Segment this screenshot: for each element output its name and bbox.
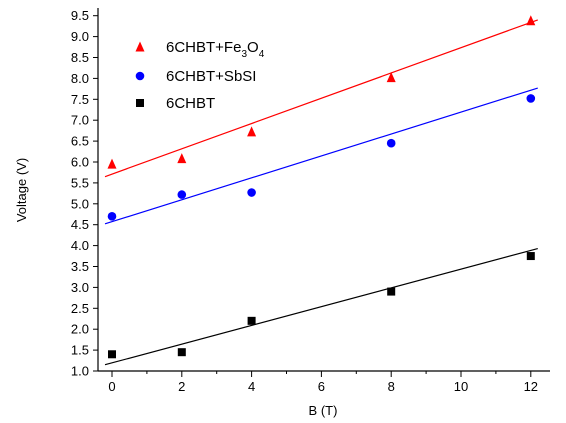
x-tick-label: 6: [318, 379, 325, 394]
legend-marker-circle: [135, 71, 145, 81]
data-point-circle: [386, 138, 396, 148]
x-tick-label: 8: [388, 379, 395, 394]
x-ticks: 0 2 4 6 8 10 12: [108, 371, 538, 394]
x-tick-label: 0: [108, 379, 115, 394]
legend-marker-triangle: [135, 41, 145, 52]
y-tick-label: 4.5: [71, 217, 89, 232]
data-point-square: [177, 348, 186, 357]
y-tick-label: 9.0: [71, 29, 89, 44]
x-axis-title: B (T): [309, 403, 338, 418]
y-tick-label: 3.5: [71, 259, 89, 274]
y-tick-label: 5.0: [71, 196, 89, 211]
y-tick-label: 7.5: [71, 92, 89, 107]
y-tick-label: 8.0: [71, 71, 89, 86]
y-tick-label: 1.5: [71, 343, 89, 358]
x-tick-label: 2: [178, 379, 185, 394]
data-point-square: [247, 316, 256, 325]
plot-frame: [97, 8, 550, 372]
y-tick-label: 2.5: [71, 301, 89, 316]
data-point-triangle: [386, 72, 396, 83]
y-ticks: 1.0 1.5 2.0 2.5 3.0 3.5 4.0 4.5 5.0 5.5 6.0 6.5 7.0 7…: [71, 8, 98, 379]
y-tick-label: 4.0: [71, 238, 89, 253]
data-point-square: [387, 287, 396, 296]
legend: 6CHBT+Fe3O4 6CHBT+SbSI 6CHBT: [135, 39, 265, 112]
data-point-triangle: [107, 158, 117, 169]
x-tick-label: 4: [248, 379, 255, 394]
data-point-square: [526, 252, 535, 261]
legend-label: 6CHBT+Fe3O4: [166, 39, 265, 60]
y-tick-label: 2.0: [71, 322, 89, 337]
data-point-triangle: [177, 153, 187, 164]
fit-line-circle: [104, 87, 538, 225]
y-tick-label: 7.0: [71, 113, 89, 128]
y-axis-title: Voltage (V): [14, 158, 29, 222]
data-point-circle: [177, 190, 187, 199]
data-points: [107, 15, 536, 359]
x-tick-label: 12: [524, 379, 538, 394]
x-tick-label: 10: [454, 379, 468, 394]
y-tick-label: 3.0: [71, 280, 89, 295]
data-point-square: [108, 350, 116, 359]
y-tick-label: 5.5: [71, 175, 89, 190]
data-point-circle: [107, 212, 117, 221]
y-tick-label: 1.0: [71, 364, 89, 379]
y-tick-label: 6.0: [71, 155, 89, 170]
data-point-circle: [247, 188, 256, 197]
y-tick-label: 8.5: [71, 50, 89, 65]
y-tick-label: 9.5: [71, 8, 89, 23]
data-point-triangle: [247, 126, 257, 137]
y-tick-label: 6.5: [71, 134, 89, 149]
data-point-circle: [526, 94, 536, 103]
data-point-triangle: [526, 15, 536, 26]
legend-marker-square: [136, 99, 144, 107]
legend-label: 6CHBT: [166, 95, 215, 112]
legend-label: 6CHBT+SbSI: [166, 68, 256, 85]
fit-lines: [104, 19, 538, 366]
fit-line-triangle: [104, 19, 538, 178]
fit-line-square: [104, 247, 538, 366]
